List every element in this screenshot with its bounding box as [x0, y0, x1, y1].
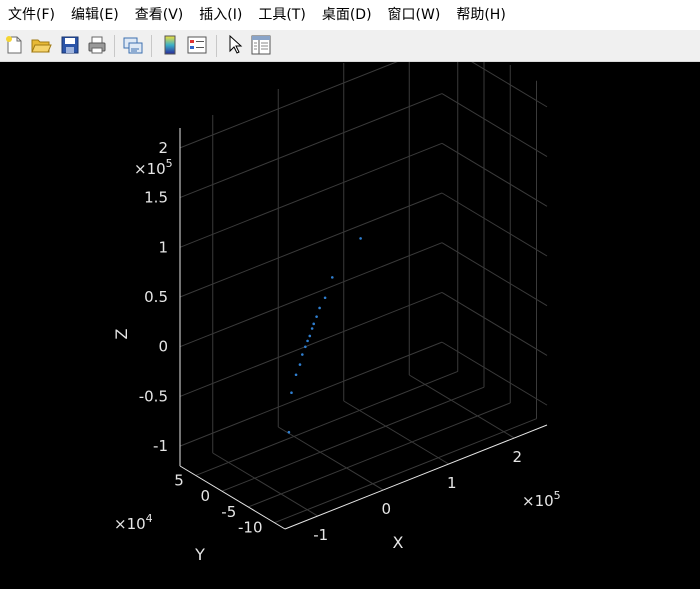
- z-tick-label: -0.5: [139, 387, 168, 405]
- y-axis-line: [179, 465, 286, 530]
- data-point: [304, 345, 307, 349]
- x-tick-label: 2: [512, 448, 522, 466]
- data-point: [323, 296, 327, 300]
- data-point: [331, 276, 334, 279]
- grid-line: [248, 402, 511, 508]
- grid-line: [195, 370, 458, 476]
- x-tick-label: 1: [447, 474, 457, 492]
- menu-view[interactable]: 查看(V): [134, 7, 184, 23]
- menu-window[interactable]: 窗口(W): [387, 7, 441, 23]
- scatter-points: [287, 237, 362, 434]
- edit-plot-arrow-icon[interactable]: [224, 34, 246, 56]
- menu-help[interactable]: 帮助(H): [456, 7, 506, 23]
- toolbar: [0, 30, 700, 62]
- menu-insert[interactable]: 插入(I): [199, 7, 243, 23]
- x-axis-label: X: [393, 533, 404, 552]
- grid-line: [441, 242, 548, 307]
- z-tick-label: 1: [158, 238, 168, 256]
- grid-line: [179, 62, 398, 149]
- axis-lines: [179, 128, 548, 530]
- data-point: [301, 353, 304, 356]
- x-tick-label: 0: [381, 500, 391, 518]
- x-axis-line: [284, 424, 548, 530]
- grid-line: [441, 93, 548, 158]
- data-point: [294, 373, 298, 377]
- grid-line: [179, 142, 443, 248]
- y-axis-label: Y: [194, 545, 205, 564]
- grid-line: [179, 341, 443, 447]
- y-tick-label: -5: [221, 503, 236, 521]
- menu-file[interactable]: 文件(F): [8, 7, 55, 23]
- grid-line: [212, 452, 319, 517]
- z-tick-label: 0: [158, 338, 168, 356]
- grid-line: [343, 400, 450, 465]
- data-point: [315, 315, 318, 318]
- data-point: [306, 339, 309, 343]
- menu-bar: 文件(F) 编辑(E) 查看(V) 插入(I) 工具(T) 桌面(D) 窗口(W…: [0, 0, 700, 30]
- data-point: [318, 306, 321, 310]
- open-file-icon[interactable]: [30, 34, 52, 56]
- data-point: [310, 327, 314, 330]
- grid-line: [277, 426, 384, 491]
- save-icon[interactable]: [59, 34, 81, 56]
- new-figure-icon[interactable]: [3, 34, 25, 56]
- menu-desktop[interactable]: 桌面(D): [321, 7, 372, 23]
- y-axis-multiplier: ×104: [114, 512, 153, 533]
- x-tick-label: -1: [313, 526, 328, 544]
- grid-line: [441, 341, 548, 406]
- grid-line: [179, 192, 443, 298]
- insert-legend-icon[interactable]: [186, 34, 208, 56]
- grid-lines: [179, 62, 548, 524]
- menu-tools[interactable]: 工具(T): [258, 7, 306, 23]
- print-icon[interactable]: [86, 34, 108, 56]
- grid-line: [179, 93, 443, 199]
- z-tick-label: 1.5: [144, 189, 168, 207]
- data-point: [290, 391, 293, 395]
- z-tick-label: -1: [153, 437, 168, 455]
- figure-canvas[interactable]: -1 0 1 2 5 0 -5 -10 2 1.5 1 0.5 0 -0.5 -1 X Y Z ×105 ×…: [0, 62, 700, 589]
- grid-line: [441, 291, 548, 356]
- data-point: [308, 334, 312, 338]
- z-tick-label: 2: [158, 139, 168, 157]
- z-tick-label: 0.5: [144, 288, 168, 306]
- data-point: [298, 363, 302, 366]
- grid-line: [441, 192, 548, 257]
- y-tick-label: 5: [174, 471, 184, 489]
- link-plot-icon[interactable]: [122, 34, 144, 56]
- property-inspector-icon[interactable]: [250, 34, 272, 56]
- grid-line: [179, 291, 443, 397]
- z-axis-label: Z: [112, 328, 131, 339]
- y-tick-label: 0: [200, 487, 210, 505]
- z-axis-multiplier: ×105: [134, 157, 173, 178]
- x-axis-multiplier: ×105: [522, 489, 561, 510]
- data-point: [287, 430, 291, 434]
- grid-line: [441, 142, 548, 207]
- grid-line: [274, 418, 537, 524]
- grid-line: [179, 242, 443, 348]
- grid-line: [408, 374, 515, 439]
- menu-edit[interactable]: 编辑(E): [70, 7, 119, 23]
- insert-colorbar-icon[interactable]: [159, 34, 181, 56]
- grid-line: [221, 386, 485, 492]
- data-point: [312, 322, 316, 326]
- y-tick-label: -10: [238, 519, 263, 537]
- grid-line: [471, 62, 548, 108]
- data-point: [359, 237, 362, 240]
